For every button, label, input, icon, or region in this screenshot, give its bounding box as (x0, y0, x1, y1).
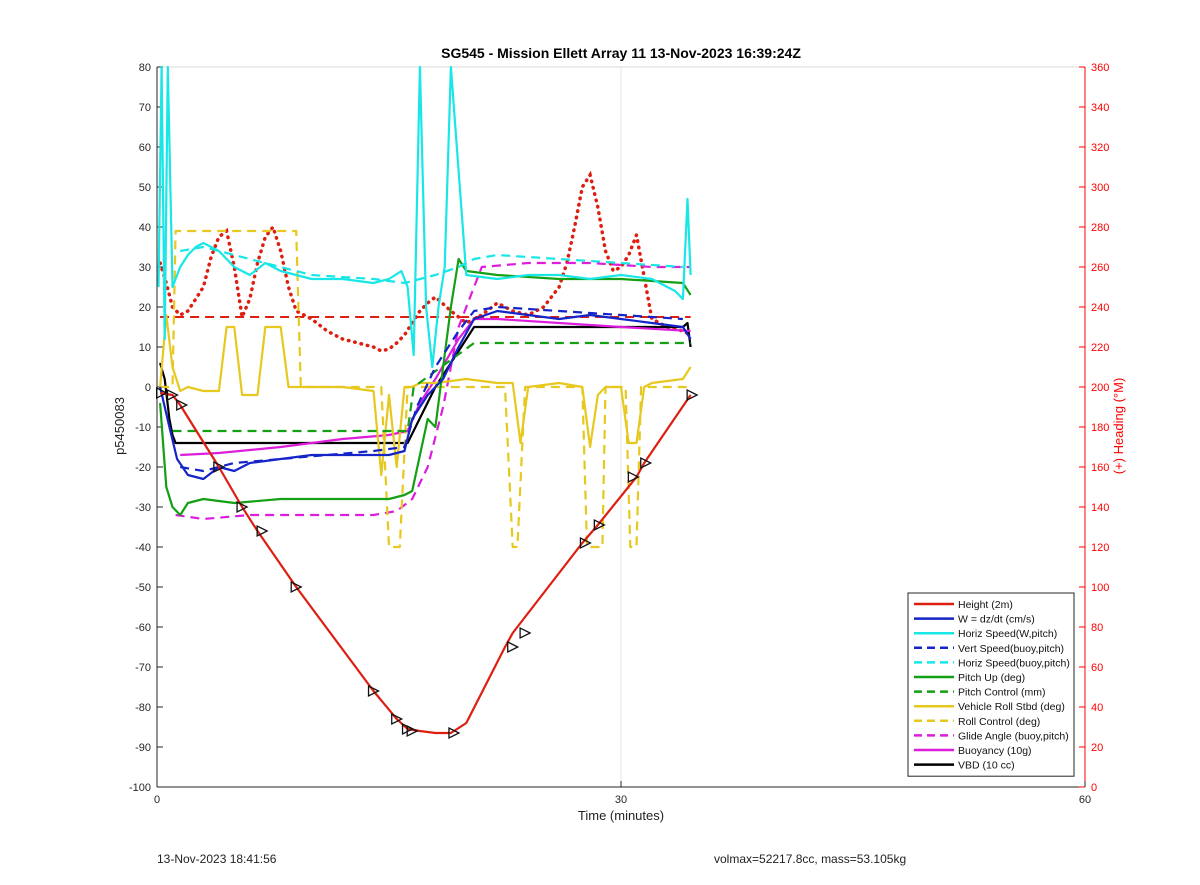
height-marker (507, 640, 520, 654)
y-right-tick-label: 20 (1091, 742, 1103, 754)
series-vbd-10-cc (159, 321, 692, 445)
legend-label: Vert Speed(buoy,pitch) (958, 643, 1064, 655)
y-right-tick-label: 0 (1091, 782, 1097, 794)
y-left-tick-label: -100 (129, 782, 151, 794)
legend-label: Pitch Control (mm) (958, 687, 1046, 699)
y-right-tick-label: 200 (1091, 382, 1109, 394)
y-left-tick-label: 20 (139, 302, 151, 314)
x-tick-label: 0 (154, 794, 160, 806)
y-right-tick-label: 180 (1091, 422, 1109, 434)
legend-box (907, 592, 1075, 777)
y-left-tick-label: -10 (135, 422, 151, 434)
height-marker (176, 398, 189, 412)
height-marker (406, 724, 419, 738)
y-right-tick-label: 60 (1091, 662, 1103, 674)
y-left-tick-label: 70 (139, 102, 151, 114)
series-height-2m (159, 391, 692, 735)
height-marker (213, 460, 226, 474)
y-right-tick-label: 220 (1091, 342, 1109, 354)
y-left-tick-label: 80 (139, 62, 151, 74)
chart-title: SG545 - Mission Ellett Array 11 13-Nov-2… (441, 45, 801, 61)
series-horiz-speed-w-pitch (157, 65, 692, 369)
y-left-tick-label: 60 (139, 142, 151, 154)
x-tick-label: 30 (615, 794, 627, 806)
height-marker (236, 500, 249, 514)
y-left-tick-label: 0 (145, 382, 151, 394)
y-right-tick-label: 160 (1091, 462, 1109, 474)
y-right-tick-label: 340 (1091, 102, 1109, 114)
legend-label: Roll Control (deg) (958, 716, 1040, 728)
y-right-tick-label: 300 (1091, 182, 1109, 194)
height-marker (579, 536, 592, 550)
y-right-tick-label: 80 (1091, 622, 1103, 634)
series-pitch-control-mm (172, 341, 691, 433)
y-right-tick-label: 260 (1091, 262, 1109, 274)
y-left-tick-label: -80 (135, 702, 151, 714)
y-right-tick-label: 280 (1091, 222, 1109, 234)
height-marker (640, 456, 653, 470)
x-axis-label: Time (minutes) (578, 808, 664, 823)
legend-label: Glide Angle (buoy,pitch) (958, 730, 1069, 742)
height-marker (448, 726, 461, 740)
legend: Height (2m) W = dz/dt (cm/s) Horiz Speed(W… (907, 592, 1075, 777)
height-marker (391, 712, 404, 726)
legend-label: Vehicle Roll Stbd (deg) (958, 701, 1065, 713)
y-left-tick-label: -30 (135, 502, 151, 514)
y-left-tick-label: -70 (135, 662, 151, 674)
legend-label: Horiz Speed(buoy,pitch) (958, 657, 1070, 669)
legend-label: Horiz Speed(W,pitch) (958, 628, 1057, 640)
y-right-tick-label: 100 (1091, 582, 1109, 594)
y-left-tick-label: -40 (135, 542, 151, 554)
height-marker (627, 470, 640, 484)
height-marker (166, 388, 179, 402)
height-marker (367, 684, 380, 698)
footer-date: 13-Nov-2023 18:41:56 (157, 852, 277, 866)
y-axis-right-label: (+) Heading (°M) (1111, 378, 1126, 475)
height-marker (290, 580, 303, 594)
y-left-tick-label: -90 (135, 742, 151, 754)
y-right-tick-label: 140 (1091, 502, 1109, 514)
y-right-tick-label: 120 (1091, 542, 1109, 554)
y-left-tick-label: 50 (139, 182, 151, 194)
y-axis-left-label: p5450083 (112, 397, 127, 455)
y-left-tick-label: -50 (135, 582, 151, 594)
legend-label: VBD (10 cc) (958, 760, 1015, 772)
y-right-tick-label: 240 (1091, 302, 1109, 314)
series-w-dz-dt-cm-s (159, 309, 692, 481)
y-right-tick-label: 320 (1091, 142, 1109, 154)
height-marker (593, 518, 606, 532)
legend-label: Height (2m) (958, 599, 1013, 611)
y-left-tick-label: 30 (139, 262, 151, 274)
y-left-tick-label: -20 (135, 462, 151, 474)
y-left-tick-label: 40 (139, 222, 151, 234)
series-glide-angle-buoy-pitch (175, 261, 691, 521)
legend-label: Buoyancy (10g) (958, 745, 1032, 757)
series-buoyancy-10g (180, 317, 691, 457)
series-horiz-speed-buoy-pitch (180, 245, 683, 285)
legend-label: Pitch Up (deg) (958, 672, 1025, 684)
height-marker (686, 388, 699, 402)
x-tick-label: 60 (1079, 794, 1091, 806)
series-vehicle-roll-stbd-deg (159, 313, 692, 477)
legend-label: W = dz/dt (cm/s) (958, 614, 1035, 626)
height-marker (155, 386, 169, 400)
footer-info: volmax=52217.8cc, mass=53.105kg (714, 852, 907, 866)
y-right-tick-label: 360 (1091, 62, 1109, 74)
y-right-tick-label: 40 (1091, 702, 1103, 714)
y-left-tick-label: -60 (135, 622, 151, 634)
y-left-tick-label: 10 (139, 342, 151, 354)
height-marker (256, 524, 269, 538)
height-marker (519, 626, 532, 640)
